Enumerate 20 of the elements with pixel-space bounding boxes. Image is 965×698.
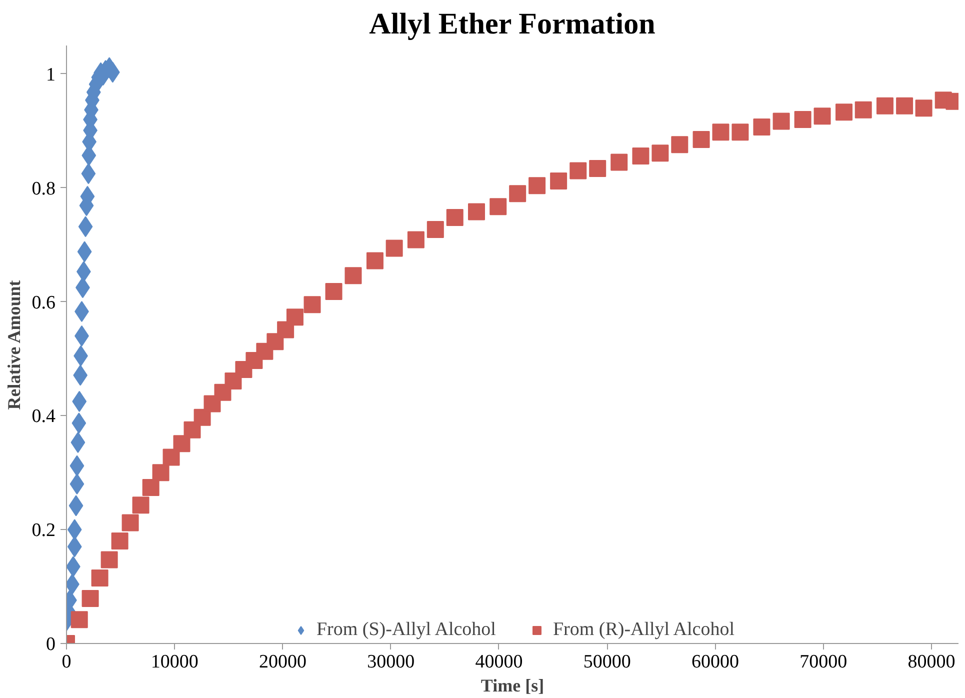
x-tick-label: 0: [62, 652, 72, 672]
y-tick-label: 1: [46, 64, 56, 86]
legend-label: From (R)-Allyl Alcohol: [552, 619, 735, 641]
x-tick-label: 40000: [475, 652, 523, 672]
x-tick-label: 60000: [691, 652, 739, 672]
x-tick-label: 80000: [908, 652, 956, 672]
x-tick-label: 70000: [800, 652, 848, 672]
x-axis-title: Time [s]: [480, 676, 544, 696]
y-tick-label: 0.6: [32, 292, 56, 314]
chart-title: Allyl Ether Formation: [369, 8, 656, 40]
x-tick-label: 10000: [150, 652, 198, 672]
x-tick-label: 50000: [583, 652, 631, 672]
y-tick-label: 0.4: [32, 406, 56, 428]
y-axis-title: Relative Amount: [4, 280, 24, 410]
y-tick-label: 0.8: [32, 178, 56, 200]
y-tick-label: 0.2: [32, 520, 56, 542]
x-tick-label: 20000: [258, 652, 306, 672]
y-tick-label: 0: [46, 634, 56, 655]
legend-label: From (S)-Allyl Alcohol: [316, 619, 496, 641]
x-tick-label: 30000: [367, 652, 415, 672]
